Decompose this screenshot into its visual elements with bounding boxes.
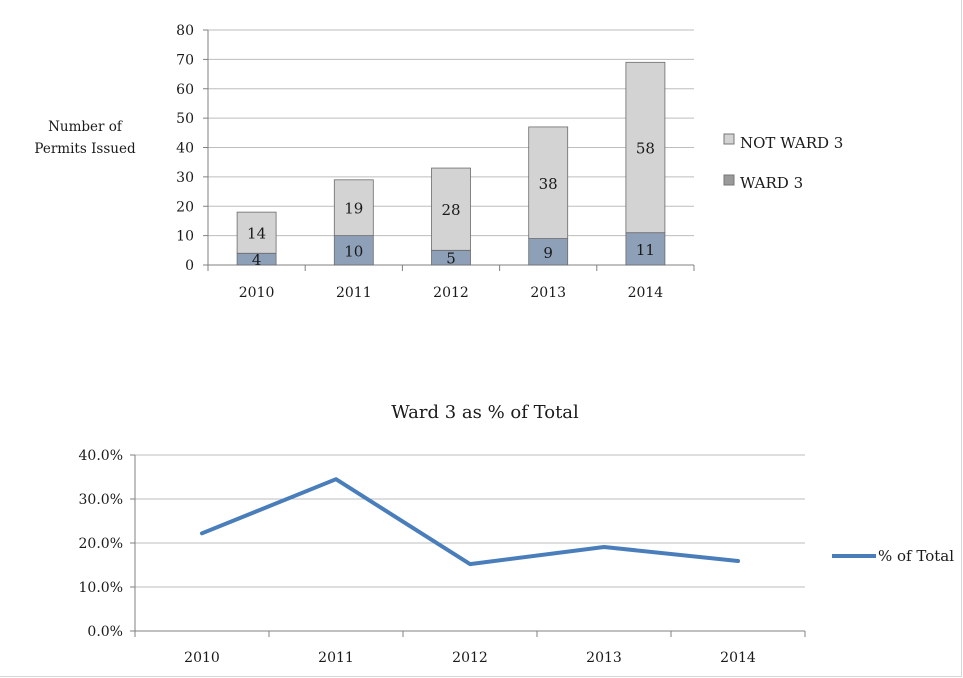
line-chart-y-tick-label: 30.0% <box>79 492 123 508</box>
data-label-ward-3: 10 <box>344 242 363 260</box>
line-chart-x-tick-label: 2012 <box>452 650 488 666</box>
bar-segment-not-ward-3 <box>528 126 569 239</box>
bar-chart-y-tick-label: 20 <box>176 199 194 215</box>
stacked-bar-chart: 0 10 20 30 40 50 60 70 80 4 14 10 19 5 28 9 38 11 58 2010… <box>34 23 843 301</box>
line-chart-x-tick-labels: 2010 2011 2012 2013 2014 <box>184 650 756 666</box>
line-chart-y-tick-labels: 0.0% 10.0% 20.0% 30.0% 40.0% <box>79 448 123 640</box>
legend-swatch-ward-3 <box>723 174 735 186</box>
bar-chart-y-tick-label: 80 <box>176 23 194 39</box>
data-label-ward-3: 4 <box>252 251 262 269</box>
data-label-not-ward-3: 38 <box>539 175 558 193</box>
bar-segment-ward-3 <box>528 238 569 266</box>
bar-chart-x-tick-label: 2010 <box>239 285 275 301</box>
bar-chart-y-tick-label: 60 <box>176 82 194 98</box>
data-label-not-ward-3: 19 <box>344 200 363 218</box>
bar-chart-x-tick-label: 2013 <box>530 285 566 301</box>
line-chart-x-tick-label: 2011 <box>318 650 354 666</box>
line-chart-y-tick-label: 0.0% <box>87 624 123 640</box>
line-chart-y-tick-label: 20.0% <box>79 536 123 552</box>
bar-chart-y-axis-label-line-2: Permits Issued <box>34 141 136 157</box>
data-label-not-ward-3: 14 <box>247 225 266 243</box>
bar-chart-x-tick-labels: 2010 2011 2012 2013 2014 <box>239 285 664 301</box>
line-chart-gridlines <box>130 454 806 637</box>
bar-chart-legend: NOT WARD 3 WARD 3 <box>723 133 843 192</box>
data-label-ward-3: 5 <box>446 250 456 268</box>
bar-chart-y-tick-label: 50 <box>176 111 194 127</box>
bar-chart-y-tick-label: 10 <box>176 229 194 245</box>
line-chart-y-tick-label: 10.0% <box>79 580 123 596</box>
data-label-ward-3: 9 <box>543 244 553 262</box>
bar-segment-not-ward-3 <box>431 167 471 251</box>
bar-segment-not-ward-3 <box>236 211 277 254</box>
bar-chart-bars: 4 14 10 19 5 28 9 38 11 58 <box>236 61 666 269</box>
line-chart-series <box>200 477 740 567</box>
bar-chart-y-tick-label: 0 <box>185 258 194 274</box>
data-label-ward-3: 11 <box>636 241 655 259</box>
bar-segment-not-ward-3 <box>625 61 666 234</box>
legend-label-ward-3: WARD 3 <box>740 174 803 192</box>
line-chart-x-tick-label: 2014 <box>720 650 756 666</box>
data-label-not-ward-3: 58 <box>636 140 655 158</box>
line-chart-y-tick-label: 40.0% <box>79 448 123 464</box>
bar-chart-y-tick-label: 40 <box>176 141 194 157</box>
bar-chart-y-tick-label: 70 <box>176 52 194 68</box>
bar-chart-y-tick-label: 30 <box>176 170 194 186</box>
data-label-not-ward-3: 28 <box>441 201 460 219</box>
bar-chart-y-axis-label-line-1: Number of <box>48 119 123 135</box>
bar-chart-x-tick-label: 2012 <box>433 285 469 301</box>
legend-swatch-not-ward-3 <box>723 133 735 145</box>
legend-label-not-ward-3: NOT WARD 3 <box>740 134 843 152</box>
line-chart-x-tick-label: 2013 <box>586 650 622 666</box>
line-chart-legend: % of Total <box>832 547 954 565</box>
bar-chart-x-tick-label: 2011 <box>336 285 372 301</box>
bar-chart-x-tick-label: 2014 <box>628 285 664 301</box>
line-chart-title: Ward 3 as % of Total <box>391 402 579 423</box>
legend-label-percent-of-total: % of Total <box>878 547 954 565</box>
bar-segment-ward-3 <box>333 235 374 266</box>
bar-chart-y-tick-labels: 0 10 20 30 40 50 60 70 80 <box>176 23 194 274</box>
line-chart-x-tick-label: 2010 <box>184 650 220 666</box>
bar-segment-not-ward-3 <box>333 179 374 237</box>
line-chart: Ward 3 as % of Total 0.0% 10.0% 20.0% 30.0%… <box>79 402 955 666</box>
series-line-percent-of-total <box>200 477 740 567</box>
